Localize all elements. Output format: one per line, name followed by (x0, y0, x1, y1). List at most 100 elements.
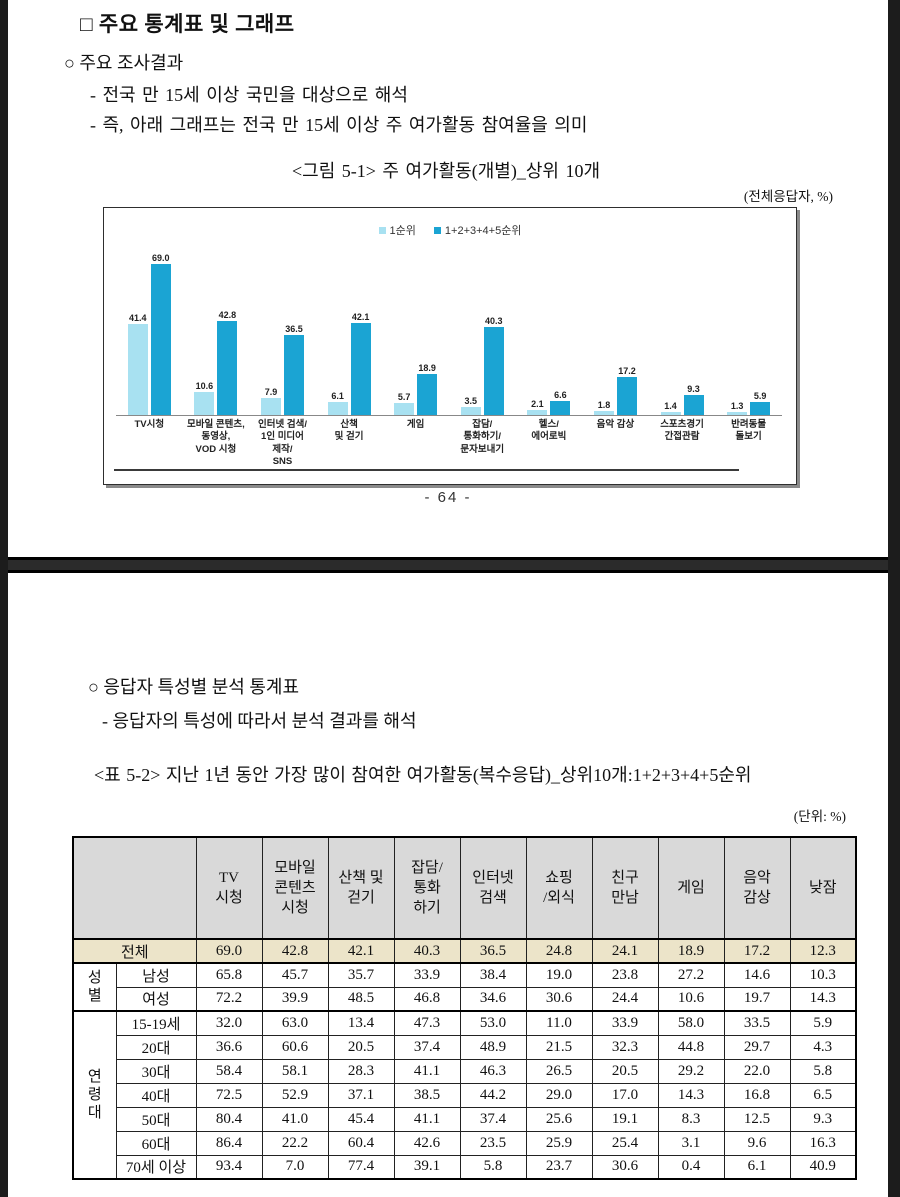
table-cell: 27.2 (657, 962, 725, 988)
bar-category-label: 모바일 콘텐츠, 동영상, VOD 시청 (187, 419, 245, 455)
table-row: 50대 80.4 41.0 45.4 41.1 37.4 25.6 19.1 8.3 12.5 9.… (73, 1106, 857, 1132)
table-cell: 44.8 (657, 1034, 725, 1060)
table-cell: 58.1 (261, 1058, 329, 1084)
table-cell: 46.8 (393, 986, 461, 1012)
column-header: 모바일 콘텐츠 시청 (261, 836, 329, 940)
table-corner-cell (72, 836, 197, 940)
table-cell: 42.8 (261, 938, 329, 964)
page-1: □ 주요 통계표 및 그래프 ○ 주요 조사결과 - 전국 만 15세 이상 국… (8, 0, 888, 560)
table-cell: 41.0 (261, 1106, 329, 1132)
bar-value-label: 5.9 (753, 391, 767, 401)
row-label: 70세 이상 (115, 1154, 197, 1180)
table-cell: 72.2 (195, 986, 263, 1012)
table-cell: 53.0 (459, 1010, 527, 1036)
bar-value-label: 1.8 (597, 400, 611, 410)
bar-pair: 6.1 42.1 (327, 240, 371, 415)
chart-legend: 1순위 1+2+3+4+5순위 (104, 222, 796, 238)
bar-pair: 7.9 36.5 (260, 240, 304, 415)
bar-pair: 1.4 9.3 (660, 240, 704, 415)
table-cell: 7.0 (261, 1154, 329, 1180)
sub-bullet-3: - 응답자의 특성에 따라서 분석 결과를 해석 (102, 711, 417, 731)
bar (327, 402, 348, 415)
table-cell: 13.4 (327, 1010, 395, 1036)
bar (527, 410, 548, 415)
table-cell: 12.5 (723, 1106, 791, 1132)
bar-value-label: 7.9 (264, 387, 278, 397)
bar-wrap: 10.6 (194, 381, 215, 415)
table-cell: 16.3 (789, 1130, 857, 1156)
sub-bullet-1: - 전국 만 15세 이상 국민을 대상으로 해석 (90, 85, 408, 105)
bar (750, 402, 771, 415)
table-cell: 11.0 (525, 1010, 593, 1036)
table-cell: 39.9 (261, 986, 329, 1012)
table-cell: 41.1 (393, 1058, 461, 1084)
bar-value-label: 69.0 (152, 253, 170, 263)
bar-wrap: 9.3 (683, 384, 704, 415)
column-header: 잡담/ 통화 하기 (393, 836, 461, 940)
table-row: 연 령 대 15-19세 32.0 63.0 13.4 47.3 53.0 11.0 33.9 5… (72, 1010, 857, 1180)
bar-wrap: 7.9 (260, 387, 281, 415)
bar-category-label: 산책 및 걷기 (334, 419, 364, 443)
bar (150, 264, 171, 415)
bar-value-label: 3.5 (464, 396, 478, 406)
table-cell: 5.8 (459, 1154, 527, 1180)
table-cell: 40.9 (789, 1154, 857, 1180)
table-cell: 9.6 (723, 1130, 791, 1156)
bar-category-label: 인터넷 검색/ 1인 미디어 제작/ SNS (257, 419, 307, 468)
table-cell: 24.4 (591, 986, 659, 1012)
bar (194, 392, 215, 415)
table-cell: 22.2 (261, 1130, 329, 1156)
bar-group: 1.3 5.9 반려동물 돌보기 (715, 240, 782, 442)
table-cell: 30.6 (591, 1154, 659, 1180)
table-cell: 60.6 (261, 1034, 329, 1060)
bar-group: 5.7 18.9 게임 (382, 240, 449, 430)
table-cell: 29.7 (723, 1034, 791, 1060)
table-cell: 40.3 (393, 938, 461, 964)
bar (217, 321, 238, 415)
table-cell: 46.3 (459, 1058, 527, 1084)
stats-table: TV 시청 모바일 콘텐츠 시청 산책 및 걷기 잡담/ 통화 하기 인터넷 검색 쇼핑 … (72, 836, 857, 1180)
bar-wrap: 42.8 (217, 310, 238, 415)
bar-wrap: 1.3 (727, 401, 748, 415)
bar-group: 2.1 6.6 헬스/ 에어로빅 (516, 240, 583, 442)
bar (283, 335, 304, 415)
table-cell: 19.1 (591, 1106, 659, 1132)
bar-category-label: TV시청 (134, 419, 165, 430)
row-label: 40대 (115, 1082, 197, 1108)
table-cell: 33.9 (591, 1010, 659, 1036)
table-cell: 5.8 (789, 1058, 857, 1084)
table-cell: 48.5 (327, 986, 395, 1012)
bar (260, 398, 281, 415)
table-cell: 45.7 (261, 962, 329, 988)
table-row: 30대 58.4 58.1 28.3 41.1 46.3 26.5 20.5 29.2 22.0 5… (73, 1058, 857, 1084)
table-cell: 23.7 (525, 1154, 593, 1180)
row-label: 15-19세 (115, 1010, 197, 1036)
table-cell: 39.1 (393, 1154, 461, 1180)
legend-label: 1+2+3+4+5순위 (444, 225, 522, 237)
table-cell: 42.6 (393, 1130, 461, 1156)
bar-wrap: 2.1 (527, 399, 548, 415)
table-cell: 3.1 (657, 1130, 725, 1156)
table-cell: 19.7 (723, 986, 791, 1012)
bar-group: 1.4 9.3 스포츠경기 간접관람 (649, 240, 716, 442)
row-label: 30대 (115, 1058, 197, 1084)
table-cell: 80.4 (195, 1106, 263, 1132)
table-cell: 32.3 (591, 1034, 659, 1060)
table-cell: 65.8 (195, 962, 263, 988)
bar-value-label: 18.9 (418, 363, 436, 373)
bar (460, 407, 481, 415)
table-cell: 38.4 (459, 962, 527, 988)
table-cell: 42.1 (327, 938, 395, 964)
bar-pair: 10.6 42.8 (194, 240, 238, 415)
table-cell: 45.4 (327, 1106, 395, 1132)
table-cell: 36.5 (459, 938, 527, 964)
table-row: 20대 36.6 60.6 20.5 37.4 48.9 21.5 32.3 44.8 29.7 4… (73, 1034, 857, 1060)
bar-value-label: 6.6 (554, 390, 567, 400)
table-cell: 21.5 (525, 1034, 593, 1060)
table-title: <표 5-2> 지난 1년 동안 가장 많이 참여한 여가활동(복수응답)_상위… (94, 765, 752, 785)
bar-pair: 2.1 6.6 (527, 240, 571, 415)
bar-pair: 3.5 40.3 (460, 240, 504, 415)
table-cell: 0.4 (657, 1154, 725, 1180)
table-row: 60대 86.4 22.2 60.4 42.6 23.5 25.9 25.4 3.1 9.6 16.… (73, 1130, 857, 1156)
column-header: 산책 및 걷기 (327, 836, 395, 940)
